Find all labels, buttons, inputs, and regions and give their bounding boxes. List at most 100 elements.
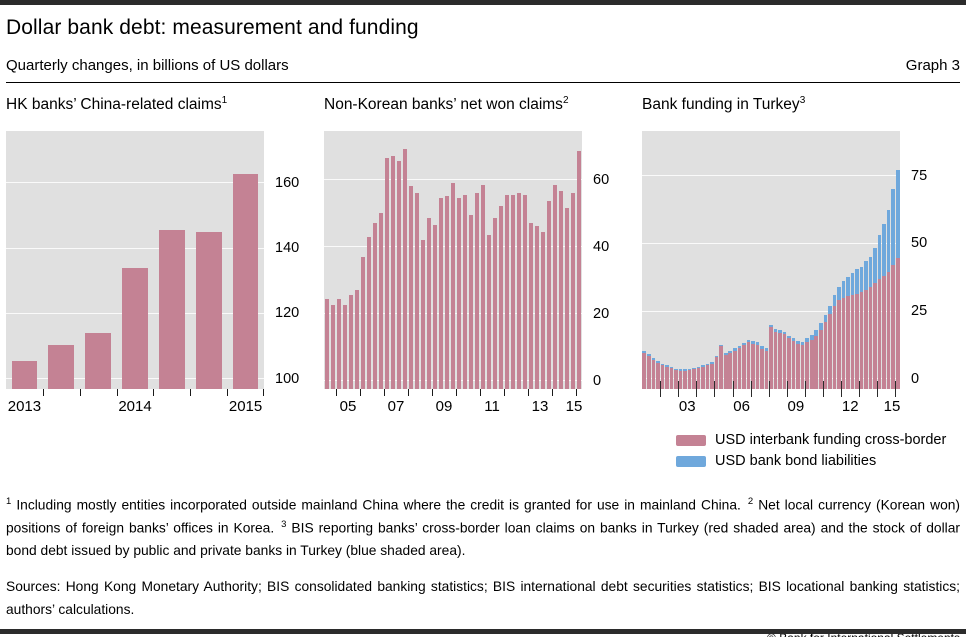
bar: [692, 369, 696, 389]
y-tick-label: 20: [593, 305, 610, 322]
bar: [828, 313, 832, 389]
legend-label: USD interbank funding cross-border: [715, 432, 947, 448]
bar-segment-top: [705, 363, 710, 366]
chart-panel-hk-claims: HK banks’ China-related claims1 100 120 14…: [6, 95, 324, 474]
bar-segment-top: [868, 257, 873, 287]
x-axis-labels-won-claims: 05 07 09 11 13 15: [324, 398, 583, 418]
y-tick-label: 60: [593, 171, 610, 188]
bar: [642, 353, 647, 389]
x-tick: [576, 389, 577, 396]
x-tick: [42, 389, 44, 396]
x-axis-ticks-hk-claims: [6, 389, 264, 398]
sources-line: Sources: Hong Kong Monetary Authority; B…: [6, 579, 960, 617]
bar-segment-top: [692, 367, 696, 370]
bar: [873, 282, 877, 389]
bar-segment-top: [669, 366, 674, 369]
bar: [432, 224, 438, 389]
bar-segment-top: [818, 323, 823, 331]
bar-segment-top: [714, 355, 719, 358]
bar-segment-top: [778, 330, 782, 333]
bar: [859, 292, 864, 389]
bar: [480, 184, 486, 389]
bar: [510, 194, 516, 389]
bar: [751, 343, 755, 389]
y-tick-label: 75: [911, 167, 928, 184]
bar: [426, 218, 432, 389]
bar-segment-top: [805, 338, 809, 343]
bar: [336, 298, 342, 389]
x-tick: [263, 389, 264, 396]
x-tick-label: 15: [883, 398, 901, 415]
footnote-marker-2: 2: [747, 496, 754, 507]
gridline: [6, 182, 264, 184]
bar: [462, 194, 468, 389]
bar-segment-top: [646, 353, 651, 356]
bar-segment-top: [800, 341, 805, 346]
x-tick: [895, 381, 897, 397]
x-tick: [859, 381, 861, 397]
bar: [372, 223, 378, 389]
bar: [546, 201, 552, 389]
bar: [782, 334, 787, 389]
plot-area-won-claims: [324, 131, 582, 389]
footnote-text-2: Net local currency (Korean won) position…: [6, 497, 961, 536]
bar-segment-top: [687, 368, 692, 371]
panel-title-text: Bank funding in Turkey: [642, 96, 800, 114]
bar: [746, 342, 751, 389]
bar: [719, 346, 723, 389]
bar-segment-top: [882, 224, 886, 276]
bar-segment-top: [841, 281, 846, 298]
bar-segment-top: [678, 369, 683, 371]
bar: [832, 305, 837, 389]
bar: [710, 364, 714, 389]
bar: [723, 354, 728, 389]
x-tick-label: 2013: [7, 398, 42, 415]
bar: [855, 293, 859, 389]
bar: [552, 184, 558, 389]
bar: [504, 194, 510, 389]
x-tick: [877, 381, 879, 397]
bar: [674, 370, 678, 389]
footnote-text-1: Including mostly entities incorporated o…: [11, 497, 741, 513]
bar: [474, 192, 480, 389]
bar-segment-top: [891, 189, 895, 266]
bar-segment-top: [773, 328, 778, 332]
x-tick: [696, 381, 698, 397]
top-divider: [0, 0, 966, 5]
x-tick: [432, 389, 433, 396]
gridline: [642, 310, 900, 312]
panel-title-hk-claims: HK banks’ China-related claims1: [6, 95, 324, 119]
bar-segment-top: [665, 365, 669, 367]
bar-segment-top: [814, 329, 819, 336]
bar-segment-top: [873, 247, 877, 283]
bar: [468, 214, 474, 389]
bar: [450, 182, 456, 389]
x-axis-labels-turkey-funding: 03 06 09 12 15: [642, 398, 900, 418]
bar: [778, 332, 782, 389]
x-tick: [786, 381, 788, 397]
legend-item-interbank: USD interbank funding cross-border: [676, 432, 960, 448]
y-axis-labels-won-claims: 0 20 40 60: [582, 131, 640, 389]
x-tick: [504, 389, 505, 396]
y-tick-label: 140: [275, 240, 300, 257]
footnote-marker-1: 1: [6, 496, 12, 507]
bar-segment-top: [823, 315, 828, 323]
footnotes: 1 Including mostly entities incorporated…: [6, 494, 960, 562]
panel-title-text: Non-Korean banks’ net won claims: [324, 96, 563, 114]
bar-segment-top: [837, 286, 841, 301]
bar: [846, 296, 850, 389]
bar: [678, 370, 683, 389]
bar-segment-top: [791, 338, 796, 342]
y-tick-label: 0: [911, 370, 920, 387]
bar: [696, 368, 701, 389]
bar: [791, 341, 796, 389]
bar-segment-top: [769, 324, 773, 328]
bar-segment-top: [656, 360, 660, 363]
bar: [850, 294, 855, 389]
bar: [809, 339, 814, 389]
bar: [444, 196, 450, 389]
bar-segment-top: [782, 331, 787, 335]
bar: [396, 161, 402, 389]
bar: [195, 231, 222, 389]
x-tick-label: 2015: [228, 398, 263, 415]
